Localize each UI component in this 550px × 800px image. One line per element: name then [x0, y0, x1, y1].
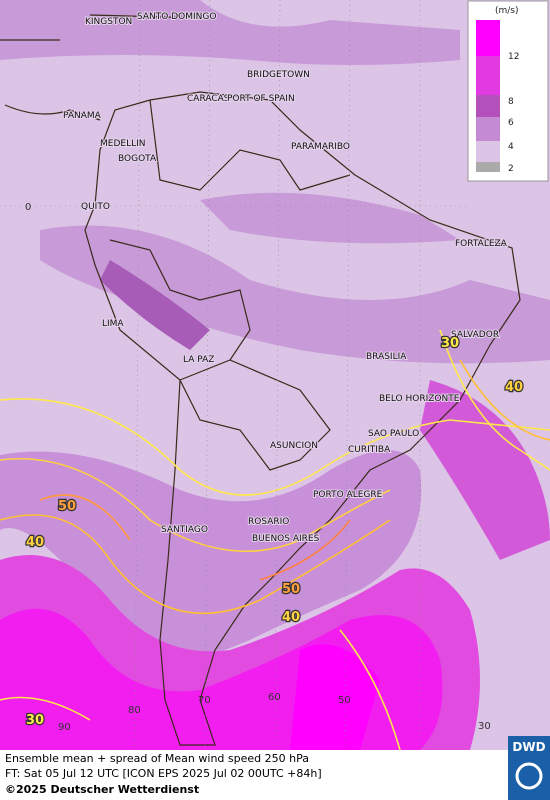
- contour-label: 40: [505, 380, 523, 395]
- legend-tick: 12: [508, 52, 519, 62]
- contour-label: 30: [26, 713, 44, 728]
- city: BRASILIA: [366, 352, 407, 362]
- wind-fields: [0, 0, 550, 750]
- footer-forecast: FT: Sat 05 Jul 12 UTC [ICON EPS 2025 Jul…: [5, 767, 322, 780]
- legend-swatch: [476, 162, 500, 172]
- city: MEDELLIN: [100, 139, 145, 149]
- city: PANAMA: [63, 111, 102, 121]
- city: PARAMARIBO: [291, 142, 350, 152]
- logo-text: DWD: [512, 740, 545, 754]
- land-outlines: [0, 14, 521, 746]
- grid-label: 70: [198, 695, 211, 706]
- city: FORTALEZA: [455, 239, 508, 249]
- footer-title: Ensemble mean + spread of Mean wind spee…: [5, 752, 309, 765]
- contour-label: 40: [282, 610, 300, 625]
- legend-tick: 4: [508, 142, 514, 152]
- city: BRIDGETOWN: [247, 70, 310, 80]
- grid-label: 0: [25, 202, 31, 213]
- contour-label: 50: [58, 499, 76, 514]
- city-labels: KINGSTON SANTO DOMINGO BRIDGETOWN CARACA…: [62, 11, 509, 545]
- legend-swatch: [476, 95, 500, 117]
- city: ROSARIO: [248, 517, 289, 527]
- city: SAO PAULO: [368, 429, 419, 439]
- city: ASUNCION: [270, 441, 318, 451]
- grid-label: 50: [338, 695, 351, 706]
- city: QUITO: [81, 202, 110, 212]
- city: CURITIBA: [348, 445, 391, 455]
- city: BELO HORIZONTE: [379, 394, 460, 404]
- footer-copyright: ©2025 Deutscher Wetterdienst: [5, 783, 199, 796]
- legend-swatch: [476, 20, 500, 56]
- city: BUENOS AIRES: [252, 534, 320, 544]
- legend-swatch: [476, 141, 500, 162]
- contour-label: 30: [441, 336, 459, 351]
- grid-label: 60: [268, 692, 281, 703]
- contour-label: 40: [26, 535, 44, 550]
- city: LIMA: [102, 319, 124, 329]
- city: PORT OF SPAIN: [227, 94, 295, 104]
- city: LA PAZ: [183, 355, 214, 365]
- grid-labels: 0 90 80 70 60 50 30: [25, 202, 491, 733]
- logo-swirl: [515, 762, 543, 790]
- legend-tick: 2: [508, 164, 514, 174]
- city: CARACAS: [187, 94, 230, 104]
- legend-tick: 8: [508, 97, 514, 107]
- city: PORTO ALEGRE: [313, 490, 383, 500]
- legend-unit: (m/s): [495, 6, 519, 16]
- city: SALVADOR: [451, 330, 499, 340]
- grid-label: 90: [58, 722, 71, 733]
- city: BOGOTA: [118, 154, 157, 164]
- contours: [0, 329, 550, 751]
- city: KINGSTON: [85, 17, 132, 27]
- legend-swatch: [476, 117, 500, 141]
- city: SANTIAGO: [161, 525, 208, 535]
- city: SANTO DOMINGO: [137, 12, 216, 22]
- grid-label: 30: [478, 721, 491, 732]
- contour-labels: 30 40 50 40 50 40 30: [25, 335, 525, 730]
- grid: [0, 0, 470, 751]
- grid-label: 80: [128, 705, 141, 716]
- footer-background: [0, 750, 550, 800]
- legend: (m/s) 12 8 6 4 2: [467, 0, 549, 182]
- legend-swatch: [476, 56, 500, 95]
- legend-tick: 6: [508, 118, 514, 128]
- contour-label: 50: [282, 582, 300, 597]
